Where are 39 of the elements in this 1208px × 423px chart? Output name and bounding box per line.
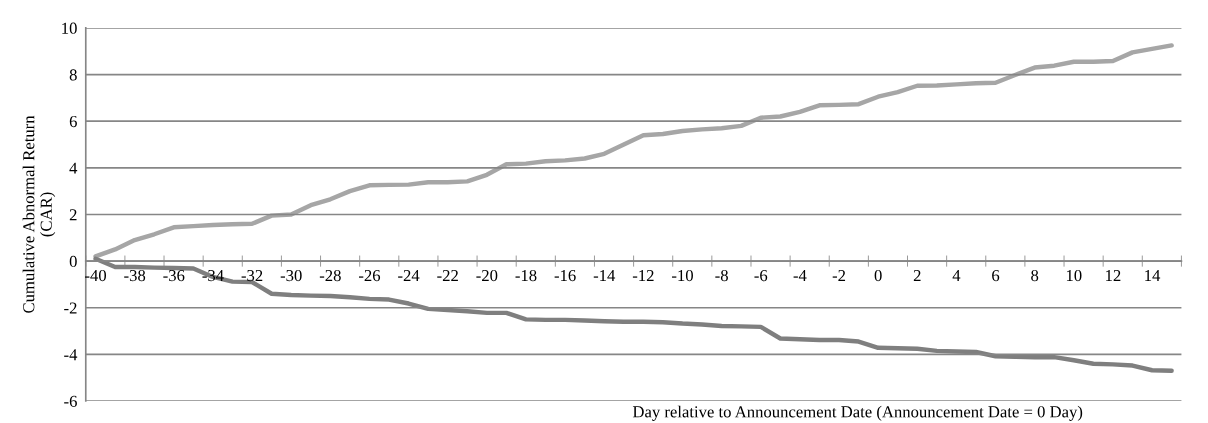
x-tick-label: 2 [913,269,921,281]
x-tick-label: -26 [358,269,381,282]
y-tick-label: 2 [69,209,77,221]
x-tick-label: -18 [515,269,537,282]
y-tick-label: -2 [64,302,77,314]
x-tick-label: 4 [952,270,961,281]
y-tick-label: 10 [62,22,77,34]
x-tick-label: -36 [163,269,185,282]
line-series [93,43,1174,259]
x-tick-label: -6 [754,269,768,282]
x-tick-label: -20 [476,269,498,282]
x-tick-label: -28 [319,269,341,282]
x-tick-label: -4 [793,270,807,281]
y-tick-label: -4 [64,349,78,361]
x-tick-label: 10 [1066,269,1082,282]
y-tick-label: 8 [69,69,77,81]
y-tick-label: -6 [64,395,77,407]
x-tick-label: 12 [1106,269,1121,281]
y-tick-label: 4 [69,162,78,174]
x-tick-label: -14 [593,269,616,281]
x-axis-title: Day relative to Announcement Date (Announcement Date = 0 Day) [632,405,1083,421]
x-tick-label: -38 [124,269,146,282]
x-tick-label: -30 [280,269,302,282]
x-tick-label: -32 [241,269,263,282]
x-tick-label: -10 [672,269,693,282]
y-tick-label: 6 [69,115,77,128]
y-axis-title: Cumulative Abnormal Return (CAR) [22,115,56,313]
x-tick-label: -24 [398,269,420,281]
x-tick-label: -40 [85,269,107,282]
x-tick-label: -22 [437,269,458,281]
x-tick-label: -2 [832,269,846,281]
x-tick-label: 14 [1145,269,1161,281]
y-tick-label: 0 [69,255,77,268]
x-tick-label: 8 [1031,269,1039,282]
x-tick-label: -16 [554,269,576,282]
x-tick-label: 0 [874,269,882,282]
x-tick-label: 6 [992,269,1000,282]
x-tick-label: -12 [632,269,654,281]
x-tick-label: -8 [715,269,728,282]
